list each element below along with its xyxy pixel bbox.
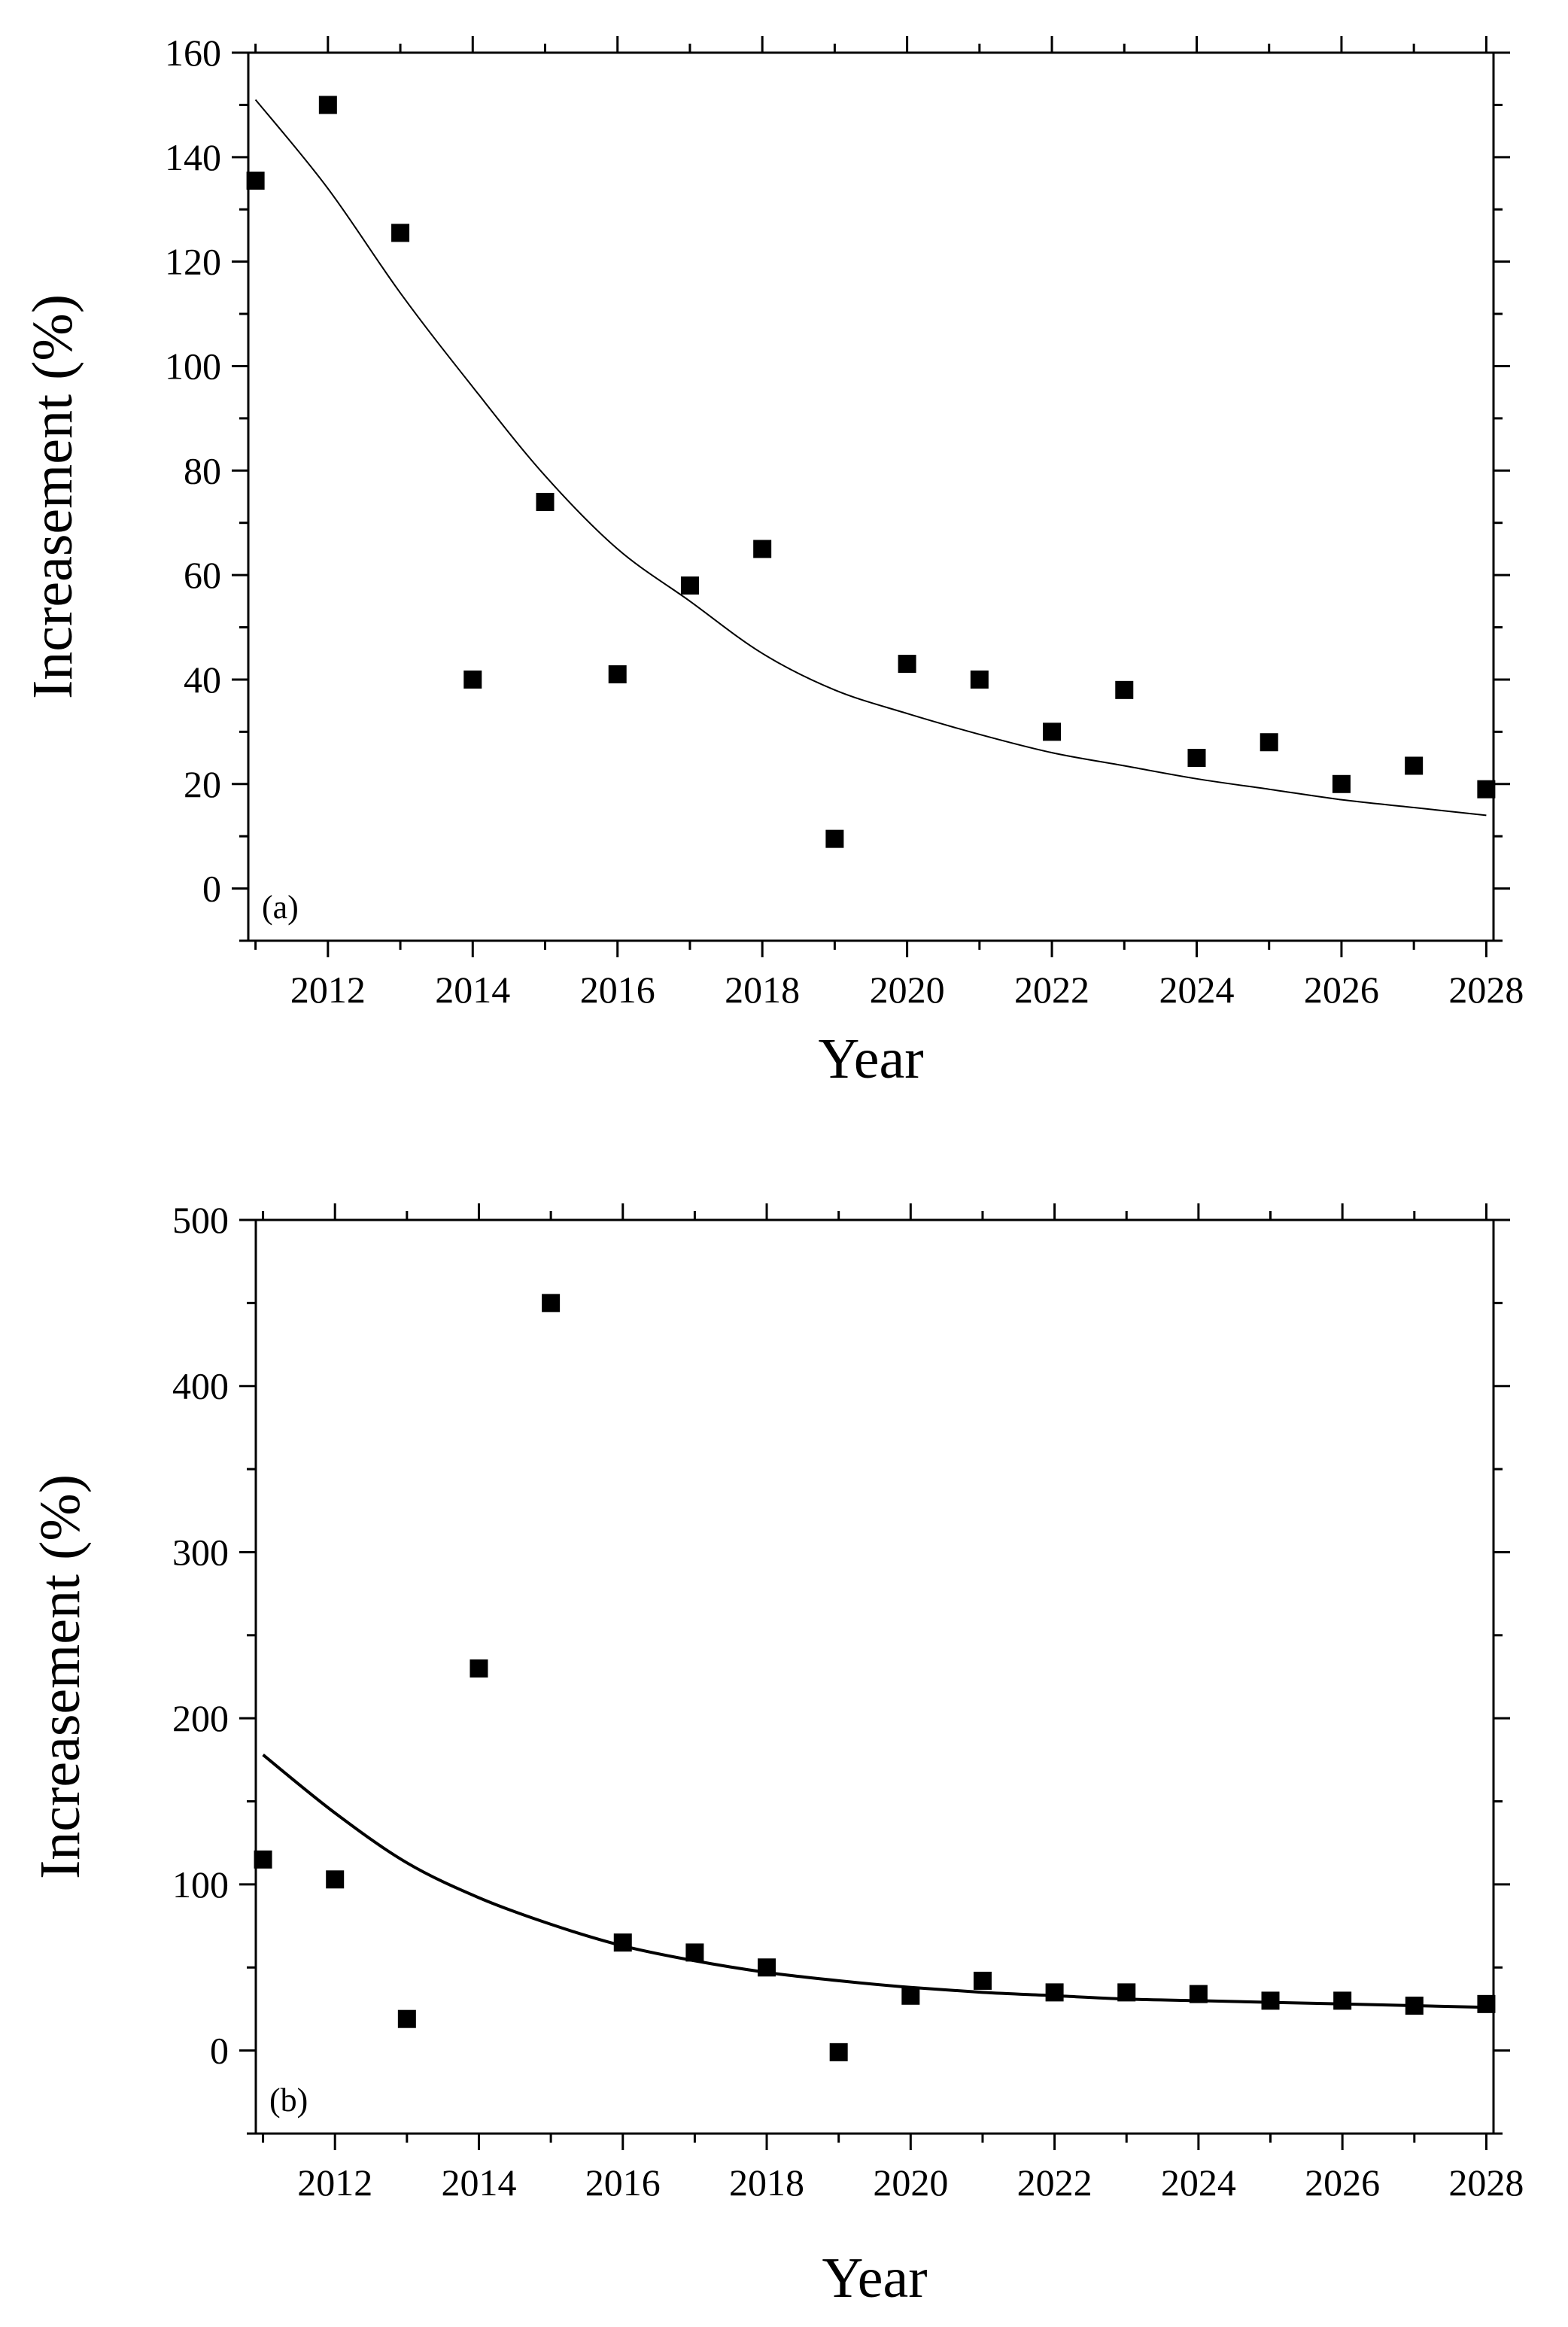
data-point <box>1260 733 1278 752</box>
x-tick-label: 2022 <box>1014 969 1089 1011</box>
data-point <box>829 2043 848 2061</box>
y-tick-label: 0 <box>202 868 221 910</box>
data-point <box>1045 1983 1064 2002</box>
data-point <box>1043 722 1062 741</box>
y-tick-label: 100 <box>172 1863 229 1906</box>
y-tick-label: 500 <box>172 1199 229 1241</box>
data-point <box>1115 680 1134 699</box>
y-tick-label: 160 <box>165 32 221 74</box>
panel-label: (a) <box>262 889 299 926</box>
data-point <box>1333 1991 1352 2010</box>
x-tick-label: 2020 <box>870 969 945 1011</box>
data-point <box>1477 780 1496 798</box>
y-tick-label: 200 <box>172 1697 229 1739</box>
y-tick-label: 140 <box>165 136 221 178</box>
plot-frame <box>254 1218 1495 2135</box>
x-tick-label: 2026 <box>1304 969 1379 1011</box>
chart-panel-b: 2012 2014 2016 2018 2020 2022 2024 2026 2028 0 100… <box>29 1199 1524 2310</box>
y-tick-label: 80 <box>184 449 221 491</box>
x-tick-label: 2020 <box>873 2161 948 2204</box>
y-tick-label: 120 <box>165 241 221 283</box>
y-axis-title: Increasement (%) <box>29 1474 92 1879</box>
data-point <box>1189 1985 1208 2003</box>
x-tick-label: 2018 <box>725 969 800 1011</box>
data-point <box>680 576 699 595</box>
x-tick-label: 2014 <box>441 2161 516 2204</box>
data-point <box>613 1933 632 1952</box>
data-point <box>608 665 627 683</box>
x-tick-label: 2016 <box>580 969 655 1011</box>
x-tick-label: 2018 <box>729 2161 804 2204</box>
plot-frame <box>247 51 1495 942</box>
data-point <box>1405 1997 1424 2015</box>
x-axis-title: Year <box>822 2246 927 2310</box>
x-tick-label: 2012 <box>297 2161 372 2204</box>
data-point <box>898 655 916 674</box>
x-tick-label: 2024 <box>1161 2161 1236 2204</box>
y-tick-label: 0 <box>210 2030 229 2072</box>
data-point <box>1477 1994 1496 2013</box>
y-tick-label: 400 <box>172 1365 229 1407</box>
x-tick-label: 2028 <box>1448 2161 1524 2204</box>
x-axis-title: Year <box>818 1027 923 1090</box>
x-tick-label: 2012 <box>290 969 366 1011</box>
data-point <box>901 1986 920 2005</box>
x-tick-label: 2016 <box>585 2161 661 2204</box>
fit-curve <box>254 99 1487 817</box>
data-point <box>1117 1983 1136 2002</box>
panel-label: (b) <box>269 2082 308 2119</box>
y-tick-label: 40 <box>184 659 221 701</box>
data-point <box>825 829 844 848</box>
data-point <box>536 492 555 511</box>
data-point <box>973 1971 992 1990</box>
data-point <box>685 1943 704 1962</box>
data-point <box>254 1850 272 1869</box>
x-tick-label: 2024 <box>1159 969 1234 1011</box>
data-point <box>542 1294 561 1313</box>
data-point <box>463 670 482 689</box>
chart-panel-a: 2012 2014 2016 2018 2020 2022 2024 2026 2028 0 20 4… <box>21 32 1524 1090</box>
data-point <box>391 224 410 242</box>
y-tick-label: 20 <box>184 763 221 805</box>
data-point <box>970 670 989 689</box>
data-point <box>753 540 772 558</box>
data-point <box>397 2009 416 2028</box>
y-tick-label: 100 <box>165 345 221 387</box>
data-point <box>246 172 265 190</box>
x-tick-label: 2026 <box>1305 2161 1380 2204</box>
data-point <box>758 1958 776 1977</box>
y-tick-label: 300 <box>172 1531 229 1573</box>
data-point <box>1332 774 1351 793</box>
x-tick-label: 2022 <box>1017 2161 1092 2204</box>
fit-curve <box>262 1754 1487 2009</box>
x-tick-label: 2014 <box>435 969 510 1011</box>
data-point <box>1405 756 1424 775</box>
data-point <box>469 1659 488 1678</box>
data-point <box>1261 1991 1280 2010</box>
data-point <box>318 96 337 114</box>
y-tick-label: 60 <box>184 554 221 596</box>
x-tick-label: 2028 <box>1448 969 1524 1011</box>
data-point <box>1187 749 1206 768</box>
data-point <box>326 1870 345 1889</box>
y-axis-title: Increasement (%) <box>21 294 84 699</box>
